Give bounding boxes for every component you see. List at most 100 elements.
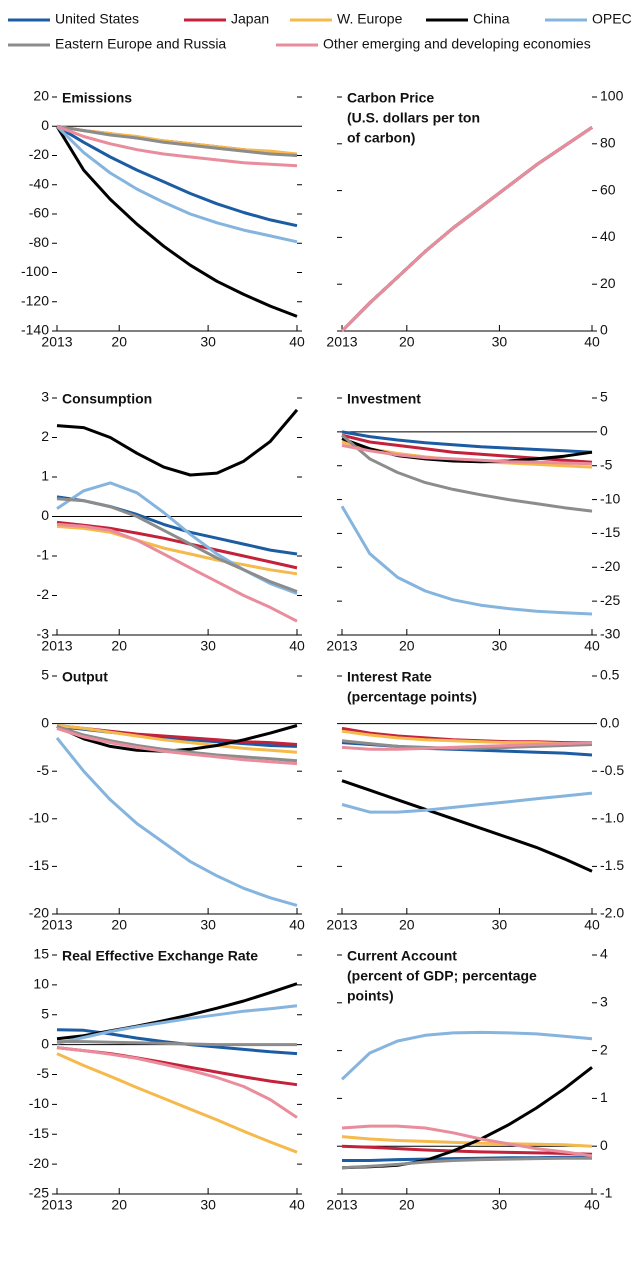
series-line [341,433,593,464]
y-tick-label: 0 [600,423,608,439]
series-line [341,1156,592,1170]
y-tick-label: -2 [37,586,50,602]
y-tick-label: 0 [600,1137,608,1153]
y-tick-label: 3 [600,994,608,1010]
series-line [56,124,298,168]
x-tick-label: 2013 [41,638,72,654]
y-tick-label: -5 [600,456,613,472]
panel-subtitle: of carbon) [347,130,415,146]
x-tick-label: 20 [111,638,127,654]
legend-label: Japan [231,11,269,27]
x-tick-label: 20 [111,917,127,933]
panel-title: Carbon Price [347,90,434,106]
y-tick-label: 4 [600,946,608,962]
y-tick-label: -15 [29,857,49,873]
y-tick-label: 5 [41,667,49,683]
x-tick-label: 2013 [326,638,357,654]
y-tick-label: -1.0 [600,810,624,826]
series-line [340,126,593,333]
x-tick-label: 2013 [326,917,357,933]
series-line [340,126,593,333]
x-tick-label: 30 [492,638,508,654]
x-tick-label: 20 [399,334,415,350]
y-tick-label: -0.5 [600,762,624,778]
y-tick-label: -20 [29,146,49,162]
series-line [341,443,593,466]
series-line [56,524,298,576]
y-tick-label: -2.0 [600,905,624,921]
series-line [56,408,299,477]
x-tick-label: 30 [492,1197,508,1213]
y-tick-label: -1 [600,1185,613,1201]
y-tick-label: 1 [41,468,49,484]
y-tick-label: -40 [29,175,49,191]
x-tick-label: 30 [492,917,508,933]
series-line [340,126,593,333]
series-line [56,1046,298,1119]
x-tick-label: 2013 [41,917,72,933]
x-tick-label: 40 [584,1197,600,1213]
series-line [56,1004,298,1045]
x-tick-label: 40 [584,638,600,654]
panel-title: Interest Rate [347,669,432,685]
x-tick-label: 40 [289,917,305,933]
y-tick-label: 80 [600,135,616,151]
x-tick-label: 40 [289,334,305,350]
panel-title: Current Account [347,948,457,964]
y-tick-label: -20 [29,905,49,921]
y-tick-label: 1 [600,1089,608,1105]
y-tick-label: 0 [600,322,608,338]
y-tick-label: 0 [41,714,49,730]
series-line [56,124,298,157]
series-line [341,1124,593,1158]
y-tick-label: -10 [600,490,620,506]
panel-title: Emissions [62,90,132,106]
series-line [340,126,593,333]
y-tick-label: -10 [29,810,49,826]
series-line [341,1135,593,1148]
x-tick-label: 20 [111,1197,127,1213]
legend-label: OPEC [592,11,632,27]
series-line [56,125,298,228]
x-tick-label: 30 [200,334,216,350]
panel-subtitle: (percentage points) [347,689,477,705]
y-tick-label: 2 [41,428,49,444]
series-line [340,126,593,333]
series-line [57,1040,297,1047]
y-tick-label: 0.0 [600,714,620,730]
y-tick-label: 20 [600,275,616,291]
panel-title: Investment [347,391,421,407]
y-tick-label: 100 [600,88,624,104]
y-tick-label: -140 [21,322,49,338]
series-line [341,779,593,873]
y-tick-label: 5 [41,1005,49,1021]
y-tick-label: 0 [41,507,49,523]
y-tick-label: -30 [600,626,620,642]
x-tick-label: 30 [200,638,216,654]
x-tick-label: 2013 [41,334,72,350]
series-line [56,726,298,766]
series-line [56,520,298,570]
y-tick-label: -1.5 [600,857,624,873]
y-tick-label: 15 [33,946,49,962]
x-tick-label: 20 [111,334,127,350]
x-tick-label: 40 [584,917,600,933]
series-line [340,126,593,333]
y-tick-label: -60 [29,205,49,221]
panel-title: Consumption [62,391,152,407]
x-tick-label: 2013 [326,334,357,350]
x-tick-label: 20 [399,1197,415,1213]
series-line [56,724,298,754]
panel-title: Output [62,669,108,685]
series-line [340,126,593,333]
y-tick-label: 60 [600,181,616,197]
x-tick-label: 2013 [41,1197,72,1213]
x-tick-label: 30 [200,917,216,933]
panel-title: Real Effective Exchange Rate [62,948,258,964]
y-tick-label: -20 [29,1155,49,1171]
series-line [341,434,593,513]
x-tick-label: 20 [399,638,415,654]
y-tick-label: 0 [41,1035,49,1051]
y-tick-label: -15 [29,1125,49,1141]
